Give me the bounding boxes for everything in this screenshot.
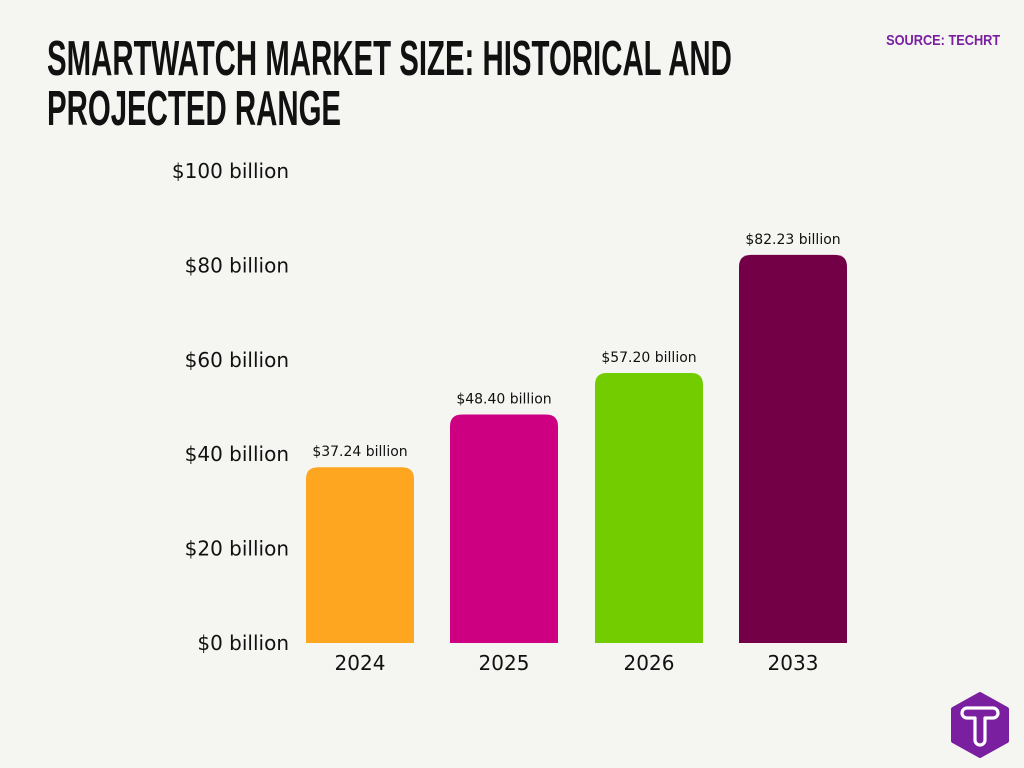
data-label: $48.40 billion (456, 392, 551, 408)
data-label: $57.20 billion (601, 350, 696, 366)
y-tick-label: $40 billion (185, 442, 289, 466)
chart-title: SMARTWATCH MARKET SIZE: HISTORICAL AND P… (47, 32, 732, 136)
x-tick-label: 2033 (768, 651, 819, 675)
data-label: $37.24 billion (312, 444, 407, 460)
x-tick-label: 2026 (624, 651, 675, 675)
bar-2025 (450, 414, 558, 643)
source-label: SOURCE: TECHRT (885, 32, 1000, 49)
y-tick-label: $0 billion (197, 631, 289, 655)
bar-2033 (739, 254, 847, 644)
x-tick-label: 2025 (479, 651, 530, 675)
data-label: $82.23 billion (745, 232, 840, 248)
y-tick-label: $20 billion (185, 537, 289, 561)
y-tick-label: $60 billion (185, 348, 289, 372)
y-tick-label: $100 billion (172, 159, 289, 183)
bar-2026 (595, 373, 703, 643)
x-tick-label: 2024 (335, 651, 386, 675)
bar-2024 (306, 467, 414, 643)
techrt-logo-icon (951, 692, 1009, 758)
y-tick-label: $80 billion (185, 253, 289, 277)
